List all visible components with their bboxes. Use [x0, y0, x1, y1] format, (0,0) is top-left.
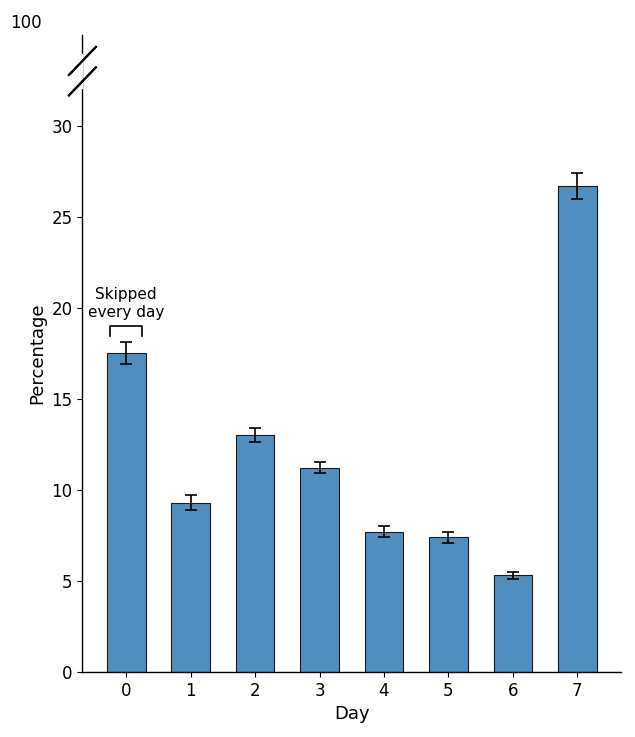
Bar — [364, 531, 403, 672]
Bar — [493, 576, 532, 672]
Bar — [300, 468, 339, 672]
Bar — [171, 503, 210, 672]
Text: 100: 100 — [10, 13, 42, 32]
Bar — [558, 186, 597, 672]
X-axis label: Day: Day — [334, 705, 370, 723]
Bar — [107, 353, 145, 672]
Bar — [236, 435, 274, 672]
Bar — [61, 54, 83, 88]
Y-axis label: Percentage: Percentage — [28, 302, 46, 404]
Text: Skipped
every day: Skipped every day — [88, 287, 164, 320]
Bar — [429, 537, 468, 672]
